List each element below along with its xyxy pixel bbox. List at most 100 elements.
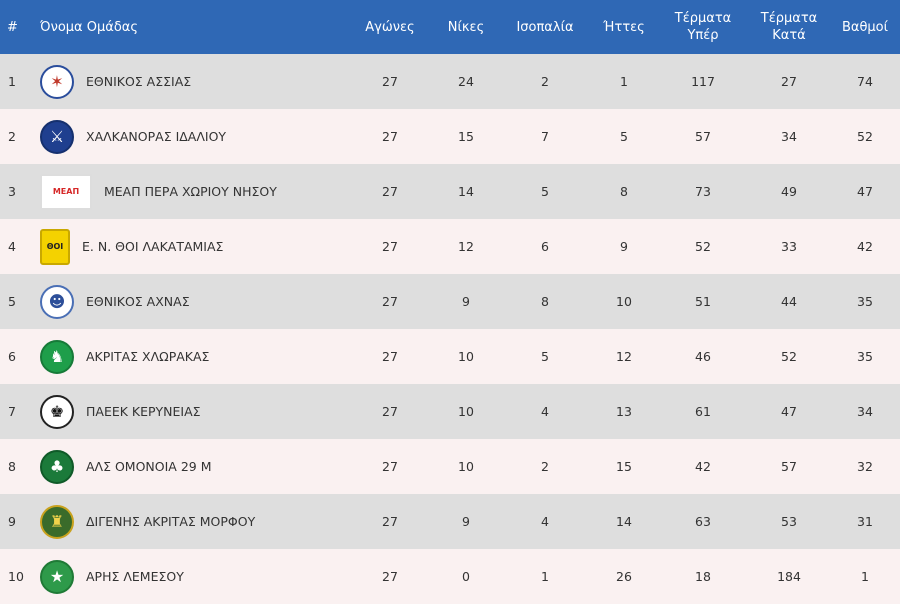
team-link[interactable]: ♞ ΑΚΡΙΤΑΣ ΧΛΩΡΑΚΑΣ [40,339,348,374]
cell-points: 52 [857,129,873,144]
header-goals-against: Τέρματα Κατά [748,0,830,54]
cell-team: ⚔ ΧΑΛΚΑΝΟΡΑΣ ΙΔΑΛΙΟΥ [36,109,348,164]
cell-pos: 10 [8,569,24,584]
cell-goals-for: 42 [695,459,711,474]
team-link[interactable]: ♚ ΠΑΕΕΚ ΚΕΡΥΝΕΙΑΣ [40,394,348,429]
cell-points: 34 [857,404,873,419]
digenis-morfou-crest-icon: ♜ [40,504,74,539]
cell-goals-against: 34 [781,129,797,144]
cell-pos: 8 [8,459,16,474]
team-link[interactable]: ♜ ΔΙΓΕΝΗΣ ΑΚΡΙΤΑΣ ΜΟΡΦΟΥ [40,504,348,539]
header-team: Όνομα Ομάδας [40,19,138,35]
cell-goals-against: 53 [781,514,797,529]
cell-played: 27 [382,569,398,584]
team-link[interactable]: ΜΕΑΠ ΜΕΑΠ ΠΕΡΑ ΧΩΡΙΟΥ ΝΗΣΟΥ [40,173,348,210]
table-row: 5 ☻ ΕΘΝΙΚΟΣ ΑΧΝΑΣ 27 9 8 10 51 44 35 [0,274,900,329]
team-link[interactable]: ☻ ΕΘΝΙΚΟΣ ΑΧΝΑΣ [40,284,348,319]
table-row: 2 ⚔ ΧΑΛΚΑΝΟΡΑΣ ΙΔΑΛΙΟΥ 27 15 7 5 57 34 52 [0,109,900,164]
thoi-crest-icon: ΘΟΙ [40,228,70,265]
cell-played: 27 [382,294,398,309]
cell-draws: 1 [541,569,549,584]
ethnikos-assias-crest-icon: ✶ [40,64,74,99]
cell-pos: 3 [8,184,16,199]
cell-team: ♞ ΑΚΡΙΤΑΣ ΧΛΩΡΑΚΑΣ [36,329,348,384]
cell-wins: 24 [458,74,474,89]
cell-goals-for: 46 [695,349,711,364]
table-row: 4 ΘΟΙ Ε. Ν. ΘΟΙ ΛΑΚΑΤΑΜΙΑΣ 27 12 6 9 52 33 42 [0,219,900,274]
cell-goals-against: 52 [781,349,797,364]
chalkanoras-crest-icon: ⚔ [40,119,74,154]
cell-draws: 2 [541,459,549,474]
cell-goals-against: 47 [781,404,797,419]
header-losses: Ήττες [603,19,645,35]
team-name: ΕΘΝΙΚΟΣ ΑΧΝΑΣ [86,294,190,309]
cell-goals-for: 63 [695,514,711,529]
cell-played: 27 [382,184,398,199]
header-draws: Ισοπαλία [516,19,574,35]
cell-goals-for: 73 [695,184,711,199]
header-played: Αγώνες [365,19,415,35]
cell-points: 31 [857,514,873,529]
team-link[interactable]: ★ ΑΡΗΣ ΛΕΜΕΣΟΥ [40,559,348,594]
cell-pos: 6 [8,349,16,364]
cell-draws: 2 [541,74,549,89]
aris-limassol-crest-icon: ★ [40,559,74,594]
cell-team: ✶ ΕΘΝΙΚΟΣ ΑΣΣΙΑΣ [36,54,348,109]
cell-team: ★ ΑΡΗΣ ΛΕΜΕΣΟΥ [36,549,348,604]
cell-team: ♚ ΠΑΕΕΚ ΚΕΡΥΝΕΙΑΣ [36,384,348,439]
akritas-chlorakas-crest-icon: ♞ [40,339,74,374]
cell-losses: 15 [616,459,632,474]
cell-wins: 15 [458,129,474,144]
team-link[interactable]: ✶ ΕΘΝΙΚΟΣ ΑΣΣΙΑΣ [40,64,348,99]
cell-losses: 1 [620,74,628,89]
cell-pos: 7 [8,404,16,419]
header-goals-for-line2: Υπέρ [687,28,719,43]
cell-goals-for: 57 [695,129,711,144]
cell-pos: 9 [8,514,16,529]
cell-losses: 9 [620,239,628,254]
table-row: 10 ★ ΑΡΗΣ ΛΕΜΕΣΟΥ 27 0 1 26 18 184 1 [0,549,900,604]
team-name: ΑΛΣ ΟΜΟΝΟΙΑ 29 Μ [86,459,212,474]
cell-losses: 5 [620,129,628,144]
cell-goals-for: 51 [695,294,711,309]
cell-team: ♜ ΔΙΓΕΝΗΣ ΑΚΡΙΤΑΣ ΜΟΡΦΟΥ [36,494,348,549]
cell-draws: 7 [541,129,549,144]
cell-goals-for: 117 [691,74,715,89]
team-link[interactable]: ♣ ΑΛΣ ΟΜΟΝΟΙΑ 29 Μ [40,449,348,484]
cell-wins: 14 [458,184,474,199]
team-name: ΑΚΡΙΤΑΣ ΧΛΩΡΑΚΑΣ [86,349,210,364]
table-row: 7 ♚ ΠΑΕΕΚ ΚΕΡΥΝΕΙΑΣ 27 10 4 13 61 47 34 [0,384,900,439]
cell-pos: 2 [8,129,16,144]
header-pos: # [7,19,18,35]
cell-points: 1 [861,569,869,584]
team-link[interactable]: ΘΟΙ Ε. Ν. ΘΟΙ ΛΑΚΑΤΑΜΙΑΣ [40,228,348,265]
header-goals-against-line1: Τέρματα [760,11,818,26]
team-name: ΧΑΛΚΑΝΟΡΑΣ ΙΔΑΛΙΟΥ [86,129,227,144]
cell-draws: 5 [541,349,549,364]
team-name: Ε. Ν. ΘΟΙ ΛΑΚΑΤΑΜΙΑΣ [82,239,224,254]
table-row: 8 ♣ ΑΛΣ ΟΜΟΝΟΙΑ 29 Μ 27 10 2 15 42 57 32 [0,439,900,494]
team-name: ΔΙΓΕΝΗΣ ΑΚΡΙΤΑΣ ΜΟΡΦΟΥ [86,514,256,529]
cell-losses: 26 [616,569,632,584]
cell-pos: 1 [8,74,16,89]
cell-played: 27 [382,514,398,529]
team-link[interactable]: ⚔ ΧΑΛΚΑΝΟΡΑΣ ΙΔΑΛΙΟΥ [40,119,348,154]
cell-points: 35 [857,349,873,364]
cell-draws: 4 [541,514,549,529]
table-row: 1 ✶ ΕΘΝΙΚΟΣ ΑΣΣΙΑΣ 27 24 2 1 117 27 74 [0,54,900,109]
cell-team: ☻ ΕΘΝΙΚΟΣ ΑΧΝΑΣ [36,274,348,329]
table-header: # Όνομα Ομάδας Αγώνες Νίκες Ισοπαλία Ήττ… [0,0,900,54]
cell-goals-against: 33 [781,239,797,254]
table-row: 9 ♜ ΔΙΓΕΝΗΣ ΑΚΡΙΤΑΣ ΜΟΡΦΟΥ 27 9 4 14 63 53 31 [0,494,900,549]
header-points: Βαθμοί [841,19,889,35]
cell-wins: 9 [462,514,470,529]
cell-points: 35 [857,294,873,309]
cell-draws: 4 [541,404,549,419]
header-goals-for: Τέρματα Υπέρ [658,0,748,54]
cell-losses: 14 [616,514,632,529]
cell-goals-against: 49 [781,184,797,199]
cell-played: 27 [382,404,398,419]
cell-losses: 8 [620,184,628,199]
table-row: 3 ΜΕΑΠ ΜΕΑΠ ΠΕΡΑ ΧΩΡΙΟΥ ΝΗΣΟΥ 27 14 5 8 73 49 47 [0,164,900,219]
